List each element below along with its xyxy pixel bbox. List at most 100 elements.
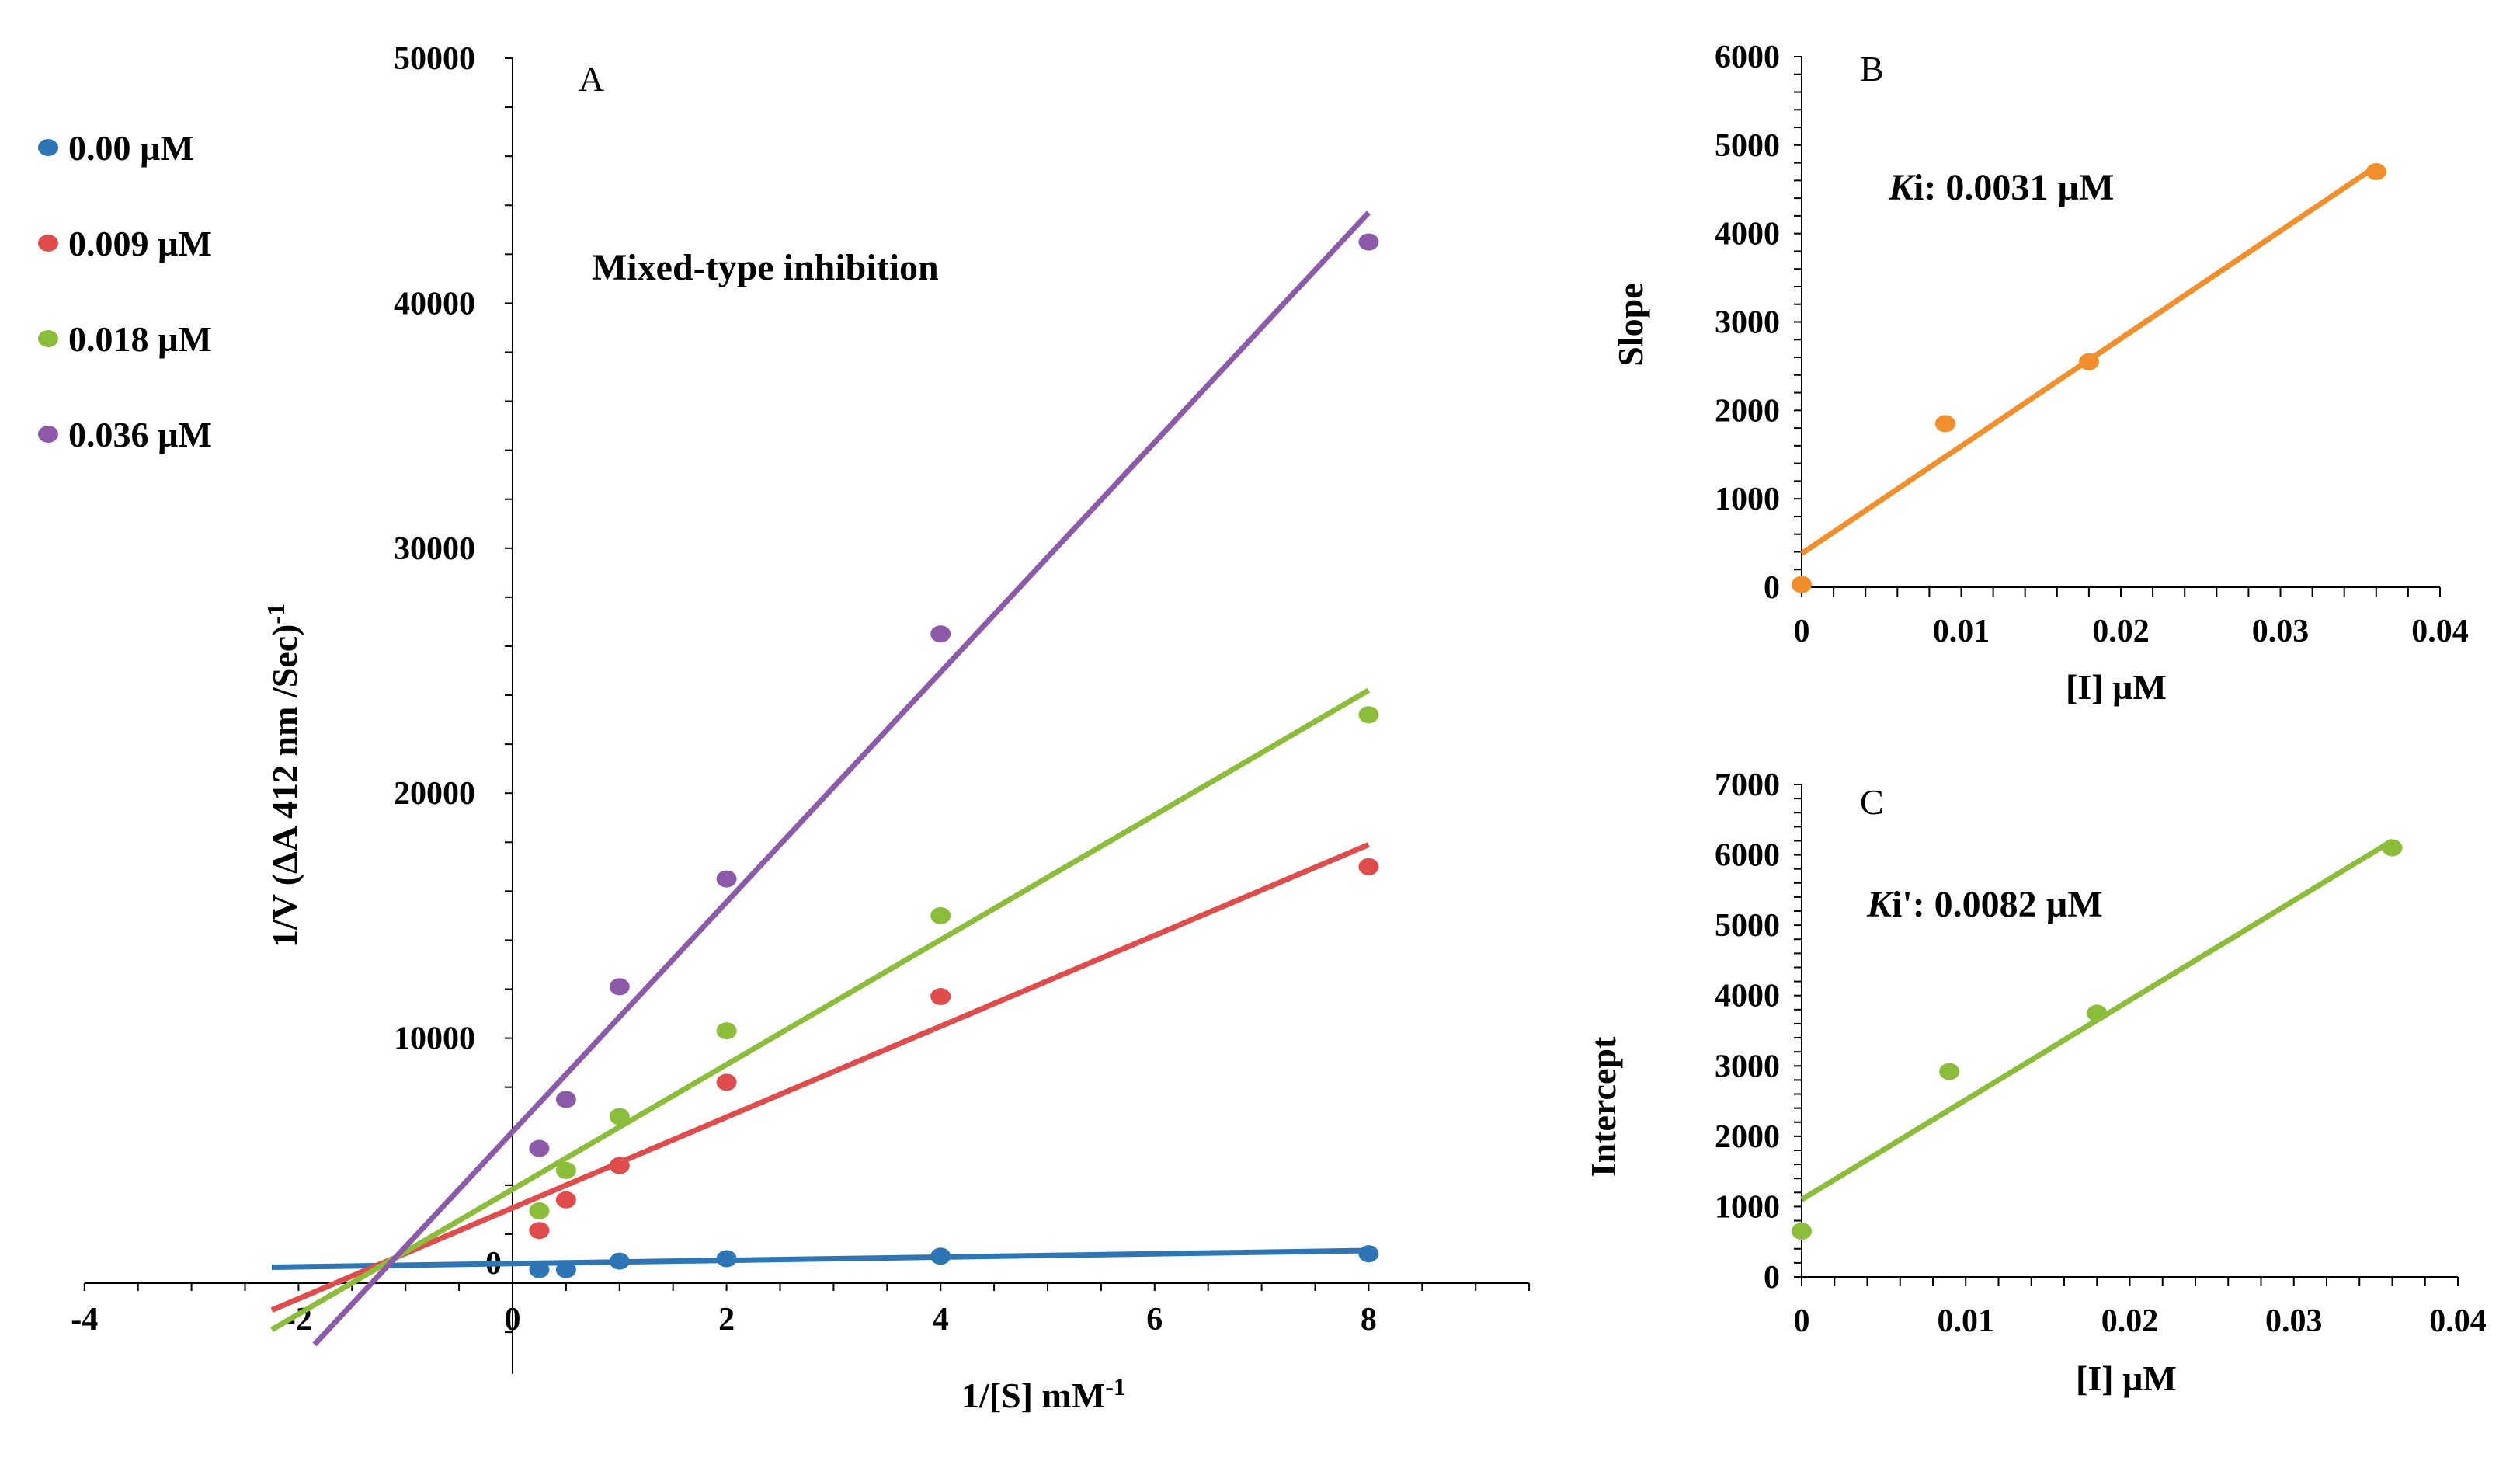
panel-c-y-tick-label: 6000 [1715, 838, 1780, 874]
panel-c-y-tick-label: 3000 [1715, 1049, 1780, 1084]
panel-c-x-tick-label: 0.02 [2101, 1303, 2159, 1339]
panel-a-y-tick-label: 10000 [394, 1021, 475, 1057]
legend-label: 0.009 µM [68, 224, 212, 263]
fit-line-series-2 [270, 687, 1371, 1332]
panel-a-label: A [579, 59, 604, 99]
panel-b-axes: 0 0.01 0.02 0.03 0.04 0 1000 2000 3000 4000 5000 60… [1715, 40, 2469, 649]
panel-c-annotation: Ki': 0.0082 µM [1866, 884, 2103, 925]
panel-c-data-point [2382, 839, 2403, 857]
legend-marker [38, 330, 58, 347]
panel-a-fit-lines [270, 210, 1371, 1347]
panel-b-y-tick-label: 4000 [1715, 217, 1780, 252]
panel-b-y-tick-label: 6000 [1715, 40, 1780, 75]
panel-c-data-point [1792, 1223, 1812, 1240]
panel-b-x-tick-label: 0 [1794, 614, 1810, 649]
panel-c-x-tick-label: 0.01 [1938, 1303, 1995, 1339]
panel-c-points [1792, 839, 2403, 1240]
panel-a-ylabel: 1/V (ΔA 412 nm /Sec)-1 [262, 604, 304, 948]
panel-a-y-tick-label: 40000 [394, 286, 475, 322]
panel-c-x-tick-label: 0 [1794, 1303, 1810, 1339]
data-point-series-3 [1358, 233, 1379, 251]
data-point-series-2 [716, 1022, 737, 1040]
panel-b-label: B [1860, 49, 1884, 89]
fit-line-series-1 [270, 842, 1370, 1313]
data-point-series-1 [609, 1157, 630, 1174]
legend-label: 0.00 µM [68, 128, 194, 168]
panel-a-x-tick-label: 2 [718, 1302, 735, 1338]
panel-b-annotation: Ki: 0.0031 µM [1888, 167, 2114, 208]
panel-c-axes: 0 0.01 0.02 0.03 0.04 0 1000 2000 3000 4000 5000 60… [1715, 767, 2487, 1339]
panel-b-data-point [2365, 162, 2386, 180]
panel-b-y-tick-label: 3000 [1715, 305, 1780, 341]
panel-c-xlabel: [I] µM [2076, 1358, 2177, 1398]
data-point-series-1 [555, 1191, 576, 1209]
panel-b-y-tick-label: 2000 [1715, 393, 1780, 429]
panel-a-y-tick-label: 50000 [394, 41, 475, 77]
panel-b-x-tick-label: 0.02 [2092, 614, 2150, 649]
panel-b-data-point [1934, 415, 1955, 433]
panel-c-ylabel: Intercept [1583, 1036, 1623, 1177]
panel-a-y-tick-label: 30000 [394, 531, 475, 567]
panel-c-y-tick-label: 1000 [1715, 1189, 1780, 1225]
panel-c-x-tick-label: 0.03 [2265, 1303, 2323, 1339]
panel-a: A Mixed-type inhibition 1/[S] mM-1 1/V (… [38, 41, 1531, 1415]
panel-b-data-point [2078, 353, 2099, 370]
panel-a-x-tick-label: 0 [505, 1302, 521, 1338]
data-point-series-1 [716, 1073, 737, 1091]
data-point-series-3 [930, 625, 951, 643]
panel-c-data-point [1939, 1063, 1960, 1080]
panel-a-y-tick-label: 20000 [394, 776, 475, 812]
data-point-series-0 [1358, 1245, 1379, 1263]
data-point-series-2 [930, 906, 951, 924]
panel-c-y-tick-label: 7000 [1715, 767, 1780, 803]
panel-b-ylabel: Slope [1611, 283, 1650, 366]
panel-c: C Ki': 0.0082 µM [I] µM Intercept 0 0.01 0… [1583, 767, 2487, 1398]
data-point-series-2 [609, 1108, 630, 1125]
data-point-series-3 [529, 1139, 550, 1157]
legend-label: 0.018 µM [68, 319, 212, 359]
panel-c-y-tick-label: 0 [1764, 1260, 1780, 1296]
panel-b-y-tick-label: 5000 [1715, 128, 1780, 164]
fit-line-series-0 [271, 1247, 1369, 1270]
panel-a-title: Mixed-type inhibition [592, 247, 939, 288]
panel-b-x-tick-label: 0.01 [1933, 614, 1990, 649]
panel-b-data-point [1792, 576, 1812, 593]
panel-a-xlabel: 1/[S] mM-1 [961, 1372, 1126, 1415]
panel-a-points [529, 233, 1379, 1278]
panel-a-axes: -4-20246801000020000300004000050000 [71, 41, 1531, 1374]
data-point-series-0 [609, 1252, 630, 1270]
panel-b-points [1792, 162, 2386, 593]
panel-a-x-tick-label: 6 [1146, 1302, 1163, 1338]
data-point-series-1 [1358, 858, 1379, 875]
panel-b-y-tick-label: 1000 [1715, 482, 1780, 517]
panel-b: B Ki: 0.0031 µM [I] µM Slope 0 0.01 0.02 0.… [1611, 40, 2469, 707]
data-point-series-2 [555, 1161, 576, 1179]
panel-c-y-tick-label: 5000 [1715, 908, 1780, 944]
panel-b-x-tick-label: 0.04 [2411, 614, 2469, 649]
legend-marker [38, 426, 58, 443]
panel-c-y-tick-label: 2000 [1715, 1119, 1780, 1155]
panel-a-x-tick-label: -4 [71, 1302, 98, 1338]
panel-b-x-tick-label: 0.03 [2252, 614, 2310, 649]
data-point-series-3 [716, 870, 737, 888]
data-point-series-0 [555, 1261, 576, 1278]
legend-marker [38, 235, 58, 252]
data-point-series-3 [609, 978, 630, 996]
panel-b-xlabel: [I] µM [2066, 667, 2167, 707]
fit-line-series-3 [312, 210, 1371, 1347]
panel-c-y-tick-label: 4000 [1715, 979, 1780, 1014]
panel-a-x-tick-label: 8 [1361, 1302, 1377, 1338]
data-point-series-0 [716, 1250, 737, 1268]
data-point-series-3 [555, 1091, 576, 1108]
legend: 0.00 µM 0.009 µM 0.018 µM 0.036 µM [38, 128, 212, 454]
data-point-series-1 [529, 1222, 550, 1240]
legend-label: 0.036 µM [68, 415, 212, 454]
panel-c-label: C [1860, 782, 1884, 822]
data-point-series-0 [930, 1247, 951, 1265]
data-point-series-2 [529, 1202, 550, 1219]
data-point-series-2 [1358, 706, 1379, 724]
panel-c-x-tick-label: 0.04 [2429, 1303, 2487, 1339]
data-point-series-1 [930, 987, 951, 1005]
panel-c-data-point [2087, 1004, 2108, 1022]
